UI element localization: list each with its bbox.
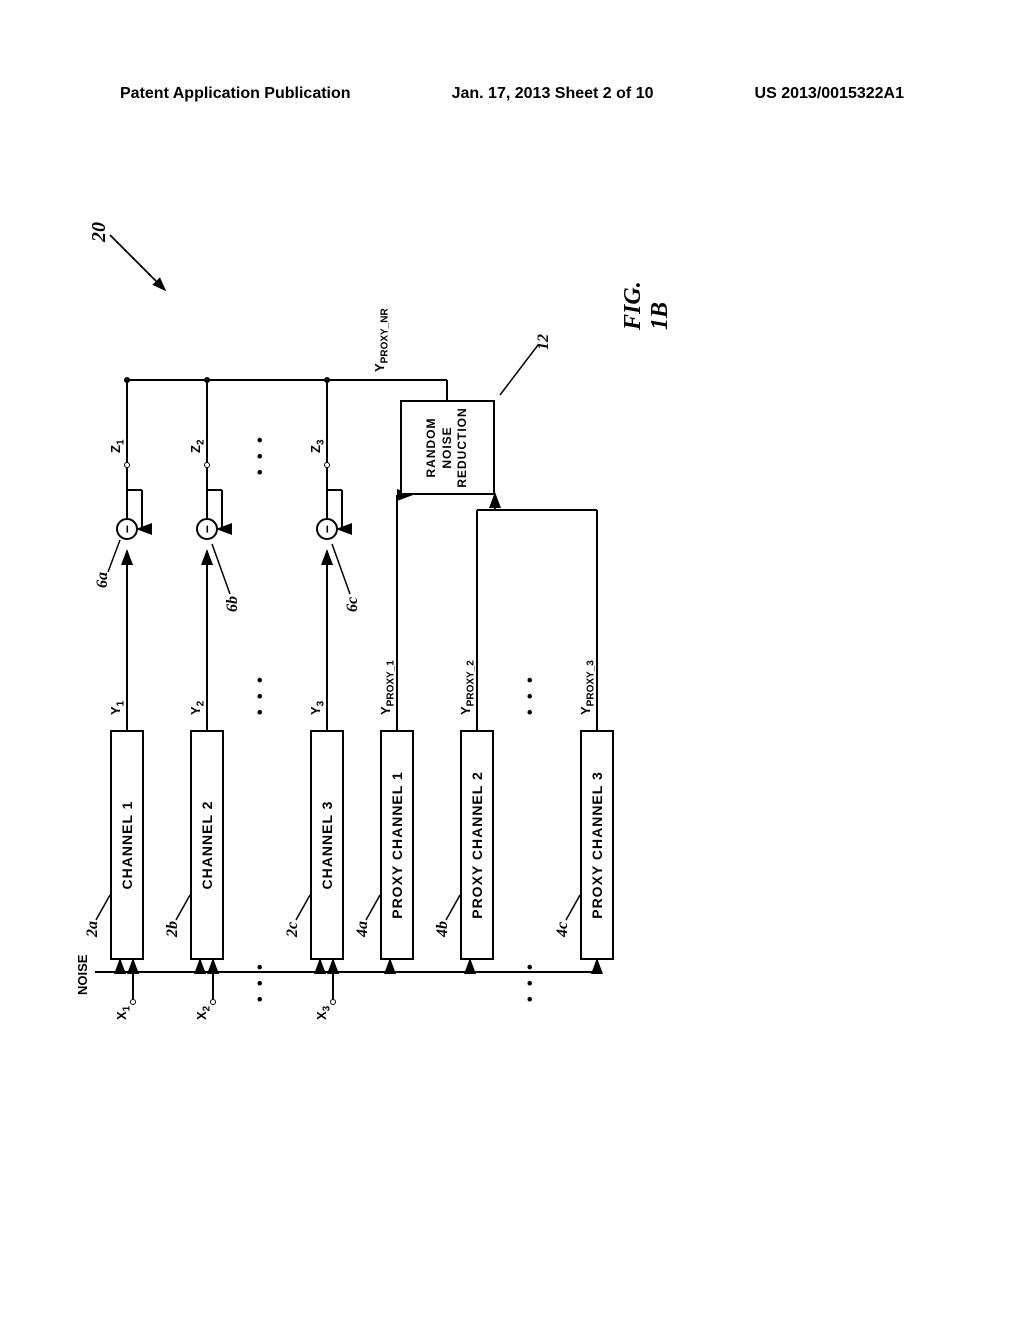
yproxy1-label: YPROXY_1 bbox=[378, 660, 397, 715]
proxy-channel-3-box: PROXY CHANNEL 3 bbox=[580, 730, 614, 960]
patent-header: Patent Application Publication Jan. 17, … bbox=[0, 85, 1024, 103]
ref-4c: 4c bbox=[554, 922, 572, 937]
y1-label: Y1 bbox=[108, 701, 127, 715]
y3-label: Y3 bbox=[308, 701, 327, 715]
yproxy2-label: YPROXY_2 bbox=[458, 660, 477, 715]
rnr-box: RANDOM NOISE REDUCTION bbox=[400, 400, 495, 495]
x3-label: X3 bbox=[314, 1006, 333, 1020]
ref-12: 12 bbox=[535, 334, 553, 350]
z2-terminal bbox=[204, 462, 210, 468]
z2-label: Z2 bbox=[188, 439, 207, 453]
y2-label: Y2 bbox=[188, 701, 207, 715]
channel-2-box: CHANNEL 2 bbox=[190, 730, 224, 960]
sum-6a: − bbox=[116, 518, 138, 540]
dots-y-1: • • • bbox=[252, 674, 270, 715]
dots-in-1: • • • bbox=[252, 961, 270, 1002]
dots-y-2: • • • bbox=[522, 674, 540, 715]
x1-terminal bbox=[130, 999, 136, 1005]
ynr-label: YPROXY_NR bbox=[372, 308, 391, 372]
z3-terminal bbox=[324, 462, 330, 468]
sum-6c: − bbox=[316, 518, 338, 540]
ref-4b: 4b bbox=[434, 921, 452, 937]
ref-6c: 6c bbox=[344, 597, 362, 612]
figure-label: FIG. 1B bbox=[620, 281, 674, 330]
ref-20: 20 bbox=[88, 222, 111, 242]
channel-3-box: CHANNEL 3 bbox=[310, 730, 344, 960]
noise-label: NOISE bbox=[75, 955, 90, 995]
block-diagram: NOISE CHANNEL 1 CHANNEL 2 CHANNEL 3 PROX… bbox=[80, 350, 940, 1050]
wiring-svg bbox=[80, 190, 780, 1050]
z1-terminal bbox=[124, 462, 130, 468]
rnr-l2: NOISE bbox=[440, 426, 456, 468]
x2-label: X2 bbox=[194, 1006, 213, 1020]
header-right: US 2013/0015322A1 bbox=[755, 85, 904, 103]
header-left: Patent Application Publication bbox=[120, 85, 351, 103]
dots-z-1: • • • bbox=[252, 434, 270, 475]
yproxy3-label: YPROXY_3 bbox=[578, 660, 597, 715]
z1-label: Z1 bbox=[108, 439, 127, 453]
rnr-l1: RANDOM bbox=[424, 418, 440, 478]
header-center: Jan. 17, 2013 Sheet 2 of 10 bbox=[452, 85, 654, 103]
ref-2b: 2b bbox=[164, 921, 182, 937]
rnr-l3: REDUCTION bbox=[455, 407, 471, 487]
ref-6a: 6a bbox=[94, 572, 112, 588]
bus-node-3 bbox=[324, 377, 330, 383]
ref-2a: 2a bbox=[84, 921, 102, 937]
dots-in-2: • • • bbox=[522, 961, 540, 1002]
x1-label: X1 bbox=[114, 1006, 133, 1020]
proxy-channel-1-box: PROXY CHANNEL 1 bbox=[380, 730, 414, 960]
z3-label: Z3 bbox=[308, 439, 327, 453]
bus-node-1 bbox=[124, 377, 130, 383]
sum-6b: − bbox=[196, 518, 218, 540]
channel-1-box: CHANNEL 1 bbox=[110, 730, 144, 960]
ref-2c: 2c bbox=[284, 922, 302, 937]
proxy-channel-2-box: PROXY CHANNEL 2 bbox=[460, 730, 494, 960]
bus-node-2 bbox=[204, 377, 210, 383]
ref-4a: 4a bbox=[354, 921, 372, 937]
x3-terminal bbox=[330, 999, 336, 1005]
x2-terminal bbox=[210, 999, 216, 1005]
ref-6b: 6b bbox=[224, 596, 242, 612]
